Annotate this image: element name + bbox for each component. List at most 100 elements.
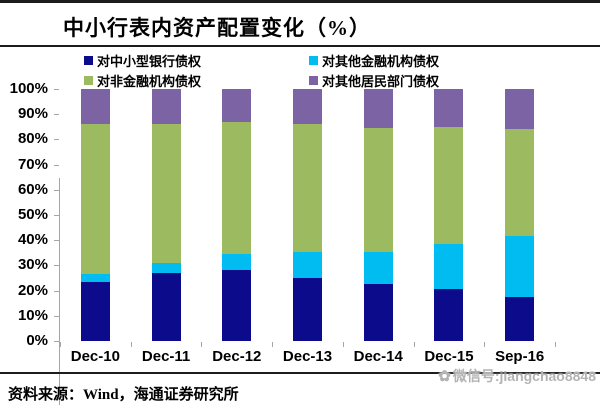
y-axis-label: 20% [17, 281, 48, 299]
x-axis-label: Dec-14 [353, 348, 403, 365]
stacked-bar [363, 89, 393, 341]
bar-segment [293, 278, 323, 341]
bar-segment [434, 126, 464, 244]
bottom-divider [0, 372, 600, 374]
y-axis-label: 70% [17, 155, 48, 173]
y-axis-label: 100% [9, 80, 48, 97]
bar-segment [222, 121, 252, 255]
legend-swatch [84, 76, 93, 85]
page-title: 中小行表内资产配置变化（%） [63, 16, 371, 40]
x-axis-tick [484, 342, 486, 347]
stacked-bar [80, 89, 110, 341]
y-axis-label: 60% [17, 180, 48, 198]
y-axis-tick [54, 114, 59, 116]
y-axis-label: 50% [17, 206, 48, 223]
legend-item: 对其他居民部门债权 [309, 71, 439, 90]
bar-segment [222, 270, 252, 341]
x-axis-tick [555, 342, 556, 347]
bar-segment [222, 89, 252, 122]
bar-segment [505, 129, 535, 237]
bar-cell [484, 89, 555, 341]
bar-segment [80, 89, 110, 125]
x-axis-label: Dec-10 [70, 348, 120, 365]
y-axis-tick [54, 164, 59, 166]
y-axis-tick [54, 215, 59, 216]
bar-segment [363, 284, 393, 341]
x-axis-tick [130, 342, 132, 347]
y-axis-label: 0% [26, 332, 48, 349]
x-axis-label: Sep-16 [495, 348, 545, 365]
flower-icon: ✿ [438, 368, 451, 385]
x-axis-label: Dec-15 [424, 348, 474, 365]
bar-cell [60, 89, 131, 341]
y-axis-tick [54, 341, 59, 342]
legend-swatch [309, 76, 318, 85]
bar-segment [505, 236, 535, 297]
chart-legend: 对中小型银行债权 对其他金融机构债权对非金融机构债权 对其他居民部门债权 [84, 51, 439, 90]
title-divider [0, 45, 600, 47]
y-axis-label: 40% [17, 231, 48, 249]
legend-item: 对非金融机构债权 [84, 71, 309, 90]
bar-cell [414, 89, 485, 341]
bar-segment [434, 289, 464, 341]
top-divider [0, 0, 600, 3]
legend-swatch [309, 56, 318, 65]
y-axis-line [59, 178, 60, 405]
y-axis-label: 30% [17, 256, 48, 274]
legend-item: 对中小型银行债权 [84, 51, 309, 70]
bar-segment [363, 128, 393, 252]
bar-cell [272, 89, 343, 341]
x-axis-label: Dec-13 [282, 348, 333, 365]
stacked-bar [222, 89, 252, 341]
bar-segment [505, 89, 535, 130]
bar-segment [293, 89, 323, 125]
bar-segment [363, 89, 393, 129]
bar-segment [222, 254, 252, 271]
legend-label: 对非金融机构债权 [97, 74, 202, 89]
bar-segment [80, 124, 110, 275]
legend-label: 对其他金融机构债权 [322, 54, 440, 69]
bar-segment [151, 89, 181, 125]
bar-segment [151, 124, 181, 263]
x-axis-tick [60, 342, 61, 347]
bar-segment [80, 281, 110, 341]
bar-segment [363, 251, 393, 285]
legend-item: 对其他金融机构债权 [309, 51, 439, 70]
x-axis: Dec-10 Dec-11 Dec-12 Dec-13 Dec-14 Dec-15 Sep-… [60, 348, 555, 365]
y-axis-label: 80% [17, 130, 48, 148]
y-axis-tick [54, 265, 59, 267]
stacked-bar [151, 89, 181, 341]
x-axis-label: Dec-12 [212, 348, 262, 365]
legend-label: 对中小型银行债权 [97, 54, 202, 69]
x-axis-label: Dec-11 [141, 348, 191, 365]
y-axis-tick [54, 189, 59, 191]
legend-label: 对其他居民部门债权 [322, 74, 440, 89]
chart-area: 0% 10% 20% 30% 40% 50% 60% 70% 80% 90% 100% [0, 81, 600, 405]
x-axis-tick [272, 342, 274, 347]
bar-segment [505, 296, 535, 341]
bar-segment [293, 251, 323, 278]
x-axis-tick [342, 342, 344, 347]
bar-segment [151, 262, 181, 273]
plot-area [60, 89, 555, 341]
bar-cell [201, 89, 272, 341]
legend-swatch [84, 56, 93, 65]
bar-cell [343, 89, 414, 341]
bar-segment [434, 243, 464, 290]
y-axis-tick [54, 290, 59, 292]
x-axis-tick [201, 342, 203, 347]
bar-cell [131, 89, 202, 341]
y-axis-label: 10% [17, 306, 48, 324]
bar-segment [434, 89, 464, 127]
stacked-bar [434, 89, 464, 341]
bar-segment [293, 124, 323, 252]
bar-segment [151, 272, 181, 341]
stacked-bar [293, 89, 323, 341]
source-note: 资料来源：Wind，海通证券研究所 [8, 387, 239, 403]
x-axis-tick [413, 342, 415, 347]
y-axis-tick [54, 240, 59, 242]
y-axis-label: 90% [17, 105, 48, 123]
y-axis-tick [54, 89, 59, 90]
y-axis-tick [54, 139, 59, 141]
